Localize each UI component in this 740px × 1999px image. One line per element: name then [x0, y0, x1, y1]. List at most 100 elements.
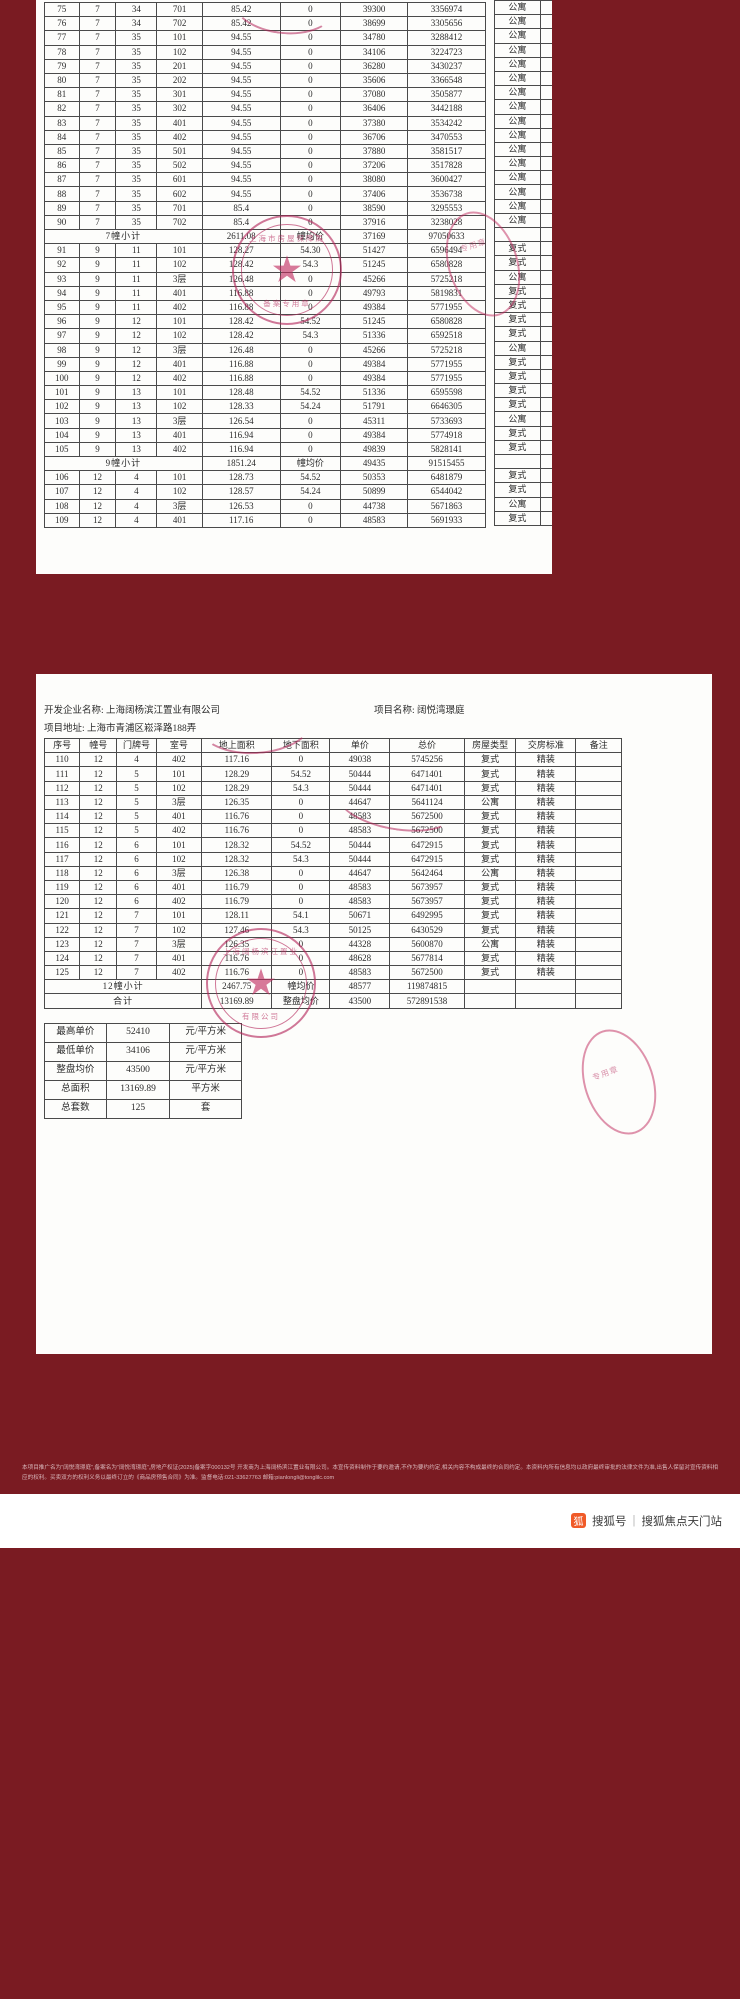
table-row: 75 7 34 701 85.42 0 39300 3356974	[44, 1, 486, 18]
row-total: 6580828	[407, 257, 486, 273]
row-std	[515, 993, 577, 1009]
row-type: 复式	[463, 823, 517, 839]
row-above: 128.29	[201, 766, 273, 782]
row-price: 36406	[340, 101, 409, 117]
row-unit: 3层	[155, 936, 203, 952]
column-header-0: 序号	[43, 738, 81, 754]
summary-row: 最低单价 34106 元/平方米	[44, 1041, 242, 1062]
table-row: 112 12 5 102 128.29 54.3 50444 6471401 复式 精装	[43, 780, 622, 796]
row-door: 6	[116, 865, 157, 881]
row-price: 48583	[329, 965, 391, 981]
row-note	[575, 894, 622, 910]
summary-value: 43500	[105, 1060, 171, 1081]
row-type: 复式	[494, 439, 541, 456]
summary-value: 125	[105, 1098, 171, 1119]
row-unit: 401	[155, 950, 203, 967]
row-bldg: 9	[78, 399, 117, 415]
row-total: 5771955	[407, 370, 486, 387]
row-unit: 701	[156, 1, 203, 18]
row-above: 94.55	[201, 30, 281, 46]
row-door: 5	[116, 823, 157, 839]
row-door: 5	[116, 780, 157, 796]
row-type: 复式	[494, 312, 541, 328]
row-no: 118	[43, 865, 81, 881]
summary-row: 总面积 13169.89 平方米	[44, 1079, 242, 1100]
document-header: 开发企业名称: 上海阔杨滨江置业有限公司 项目名称: 阔悦湾璟庭 项目地址: 上…	[36, 702, 712, 738]
row-no: 123	[43, 936, 81, 952]
column-header-7: 总价	[389, 738, 465, 754]
row-above: 116.94	[201, 427, 281, 443]
price-table-page1: 75 7 34 701 85.42 0 39300 3356974 76 7 34 702 85.42 0…	[44, 1, 486, 528]
row-type: 复式	[494, 425, 541, 441]
row-unit: 101	[156, 314, 203, 330]
row-no: 100	[44, 370, 80, 387]
row-above: 116.76	[201, 950, 273, 967]
table-row: 82 7 35 302 94.55 0 36406 3442188	[44, 101, 486, 117]
row-below: 0	[279, 441, 342, 458]
row-total: 5771955	[407, 356, 486, 372]
row-total: 6592518	[407, 328, 486, 344]
row-total: 5642464	[389, 865, 465, 881]
row-no: 112	[43, 780, 81, 796]
brand-attribution[interactable]: 狐 搜狐号 | 搜狐焦点天门站	[571, 1513, 722, 1529]
row-unit: 402	[155, 823, 203, 839]
row-door: 4	[115, 512, 158, 528]
row-no: 85	[44, 143, 80, 160]
row-type: 公寓	[494, 411, 541, 427]
row-type: 公寓	[494, 127, 541, 143]
row-no: 103	[44, 413, 80, 429]
row-above: 128.73	[201, 470, 281, 486]
row-no: 83	[44, 115, 80, 131]
row-type: 复式	[463, 950, 517, 967]
row-above: 85.42	[201, 16, 281, 32]
row-std	[515, 979, 577, 995]
row-door: 35	[115, 115, 158, 131]
row-price: 48583	[340, 512, 409, 528]
row-door: 35	[115, 172, 158, 188]
row-door: 7	[116, 965, 157, 981]
row-no: 119	[43, 879, 81, 896]
row-no: 77	[44, 30, 80, 46]
table-row: 124 12 7 401 116.76 0 48628 5677814 复式 精装	[43, 950, 622, 967]
table-row: 79 7 35 201 94.55 0 36280 3430237	[44, 58, 486, 74]
table-row: 108 12 4 3层 126.53 0 44738 5671863	[44, 498, 486, 514]
row-total: 5819831	[407, 285, 486, 301]
row-bldg: 7	[78, 1, 117, 18]
row-bldg: 7	[78, 87, 117, 103]
row-std: 精装	[515, 922, 577, 938]
row-unit: 401	[155, 879, 203, 896]
row-door: 35	[115, 143, 158, 160]
row-type: 复式	[463, 894, 517, 910]
brand-separator: |	[632, 1514, 636, 1527]
row-type: 复式	[494, 241, 541, 257]
summary-value: 34106	[105, 1041, 171, 1062]
row-std: 精装	[539, 397, 552, 413]
row-bldg: 12	[79, 894, 118, 910]
row-type: 公寓	[463, 936, 517, 952]
row-note	[575, 979, 622, 995]
table-row: 7幢小计 2611.08 幢均价 37169 97050633	[44, 228, 486, 245]
row-bldg: 9	[78, 328, 117, 344]
row-note	[575, 908, 622, 924]
row-std: 精装	[539, 283, 552, 299]
row-door: 11	[115, 271, 158, 287]
row-bldg: 9	[78, 285, 117, 301]
row-no: 107	[44, 484, 80, 500]
summary-label: 最低单价	[44, 1041, 107, 1062]
table-row: 81 7 35 301 94.55 0 37080 3505877	[44, 87, 486, 103]
row-total: 5672500	[389, 809, 465, 825]
row-total: 6646305	[407, 399, 486, 415]
row-std: 精装	[515, 936, 577, 952]
row-total: 3366548	[407, 72, 486, 89]
row-above: 85.4	[201, 214, 281, 231]
row-total: 5725218	[407, 271, 486, 287]
seal-developer-bottom-text: 有限公司	[242, 1012, 280, 1022]
page-gap-2	[0, 1354, 740, 1449]
row-bldg: 9	[78, 257, 117, 273]
row-bldg: 12	[79, 766, 118, 782]
row-type	[494, 226, 541, 243]
row-note	[575, 993, 622, 1009]
row-price: 51427	[340, 243, 409, 259]
